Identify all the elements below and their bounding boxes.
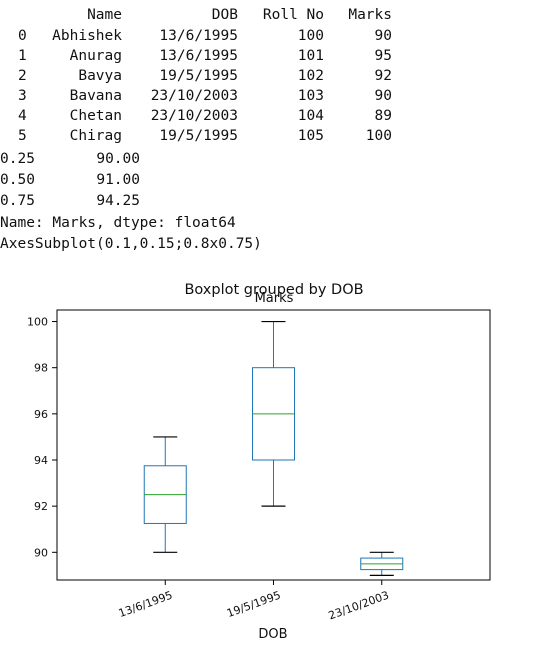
x-axis: 13/6/1995 19/5/1995 23/10/2003 [117, 580, 391, 623]
quantile-value: 91.00 [96, 172, 140, 188]
table-row: 1 Anurag 13/6/1995 101 95 [18, 47, 392, 66]
cell-name: Bavana [69, 88, 122, 104]
quantile-row: 0.25 90.00 [0, 150, 140, 169]
column-header-name: Name [87, 7, 122, 23]
cell-dob: 19/5/1995 [159, 68, 238, 84]
quantile-label: 0.25 [0, 151, 35, 167]
y-tick-label: 98 [34, 362, 48, 375]
column-header-roll-no: Roll No [262, 7, 324, 23]
quantile-label: 0.75 [0, 193, 35, 209]
cell-marks: 90 [374, 28, 392, 44]
table-row: 0 Abhishek 13/6/1995 100 90 [18, 27, 392, 46]
table-row: 3 Bavana 23/10/2003 103 90 [18, 87, 392, 106]
cell-name: Chirag [69, 128, 122, 144]
chart-title: Marks [255, 291, 294, 306]
y-tick-label: 92 [34, 500, 48, 513]
y-tick-label: 90 [34, 546, 48, 559]
x-axis-label: DOB [258, 627, 287, 642]
y-axis: 90 92 94 96 98 100 [27, 316, 57, 559]
cell-roll-no: 100 [297, 28, 324, 44]
cell-roll-no: 102 [297, 68, 324, 84]
row-index: 0 [18, 28, 27, 44]
table-row: 5 Chirag 19/5/1995 105 100 [18, 127, 392, 146]
column-header-marks: Marks [348, 7, 392, 23]
table-row: 4 Chetan 23/10/2003 104 89 [18, 107, 392, 126]
table-row: 2 Bavya 19/5/1995 102 92 [18, 67, 392, 86]
x-tick-label: 23/10/2003 [327, 589, 391, 623]
axes-repr-line: AxesSubplot(0.1,0.15;0.8x0.75) [0, 236, 262, 252]
cell-roll-no: 103 [297, 88, 324, 104]
column-header-dob: DOB [211, 7, 238, 23]
cell-roll-no: 104 [297, 108, 324, 124]
quantile-value: 94.25 [96, 193, 140, 209]
cell-dob: 23/10/2003 [150, 88, 238, 104]
cell-name: Bavya [78, 68, 122, 84]
quantile-row: 0.50 91.00 [0, 171, 140, 190]
box-group [143, 436, 187, 553]
boxes [143, 320, 404, 576]
cell-marks: 100 [365, 128, 392, 144]
row-index: 3 [18, 88, 27, 104]
cell-marks: 92 [374, 68, 392, 84]
cell-dob: 13/6/1995 [159, 48, 238, 64]
cell-name: Chetan [69, 108, 122, 124]
row-index: 4 [18, 108, 27, 124]
y-tick-label: 100 [27, 316, 48, 329]
cell-dob: 19/5/1995 [159, 128, 238, 144]
row-index: 1 [18, 48, 27, 64]
box-group [252, 320, 295, 507]
quantile-value: 90.00 [96, 151, 140, 167]
quantile-row: 0.75 94.25 [0, 192, 140, 211]
y-tick-label: 94 [34, 454, 48, 467]
cell-roll-no: 101 [297, 48, 324, 64]
cell-name: Anurag [69, 48, 122, 64]
y-tick-label: 96 [34, 408, 48, 421]
chart-suptitle: Boxplot grouped by DOB [184, 282, 363, 298]
box-group [360, 551, 404, 576]
row-index: 2 [18, 68, 27, 84]
x-tick-label: 19/5/1995 [225, 589, 282, 621]
x-tick-label: 13/6/1995 [117, 589, 174, 621]
cell-roll-no: 105 [297, 128, 324, 144]
row-index: 5 [18, 128, 27, 144]
cell-marks: 90 [374, 88, 392, 104]
table-header: Name DOB Roll No Marks [18, 6, 392, 25]
quantile-label: 0.50 [0, 172, 35, 188]
cell-name: Abhishek [52, 28, 122, 44]
cell-dob: 13/6/1995 [159, 28, 238, 44]
console-output: Name DOB Roll No Marks 0 Abhishek 13/6/1… [0, 0, 555, 262]
cell-marks: 89 [374, 108, 392, 124]
cell-dob: 23/10/2003 [150, 108, 238, 124]
cell-marks: 95 [374, 48, 392, 64]
boxplot-chart: Boxplot grouped by DOB Marks 90 92 94 96 98 1… [27, 282, 491, 642]
series-info-line: Name: Marks, dtype: float64 [0, 215, 236, 231]
